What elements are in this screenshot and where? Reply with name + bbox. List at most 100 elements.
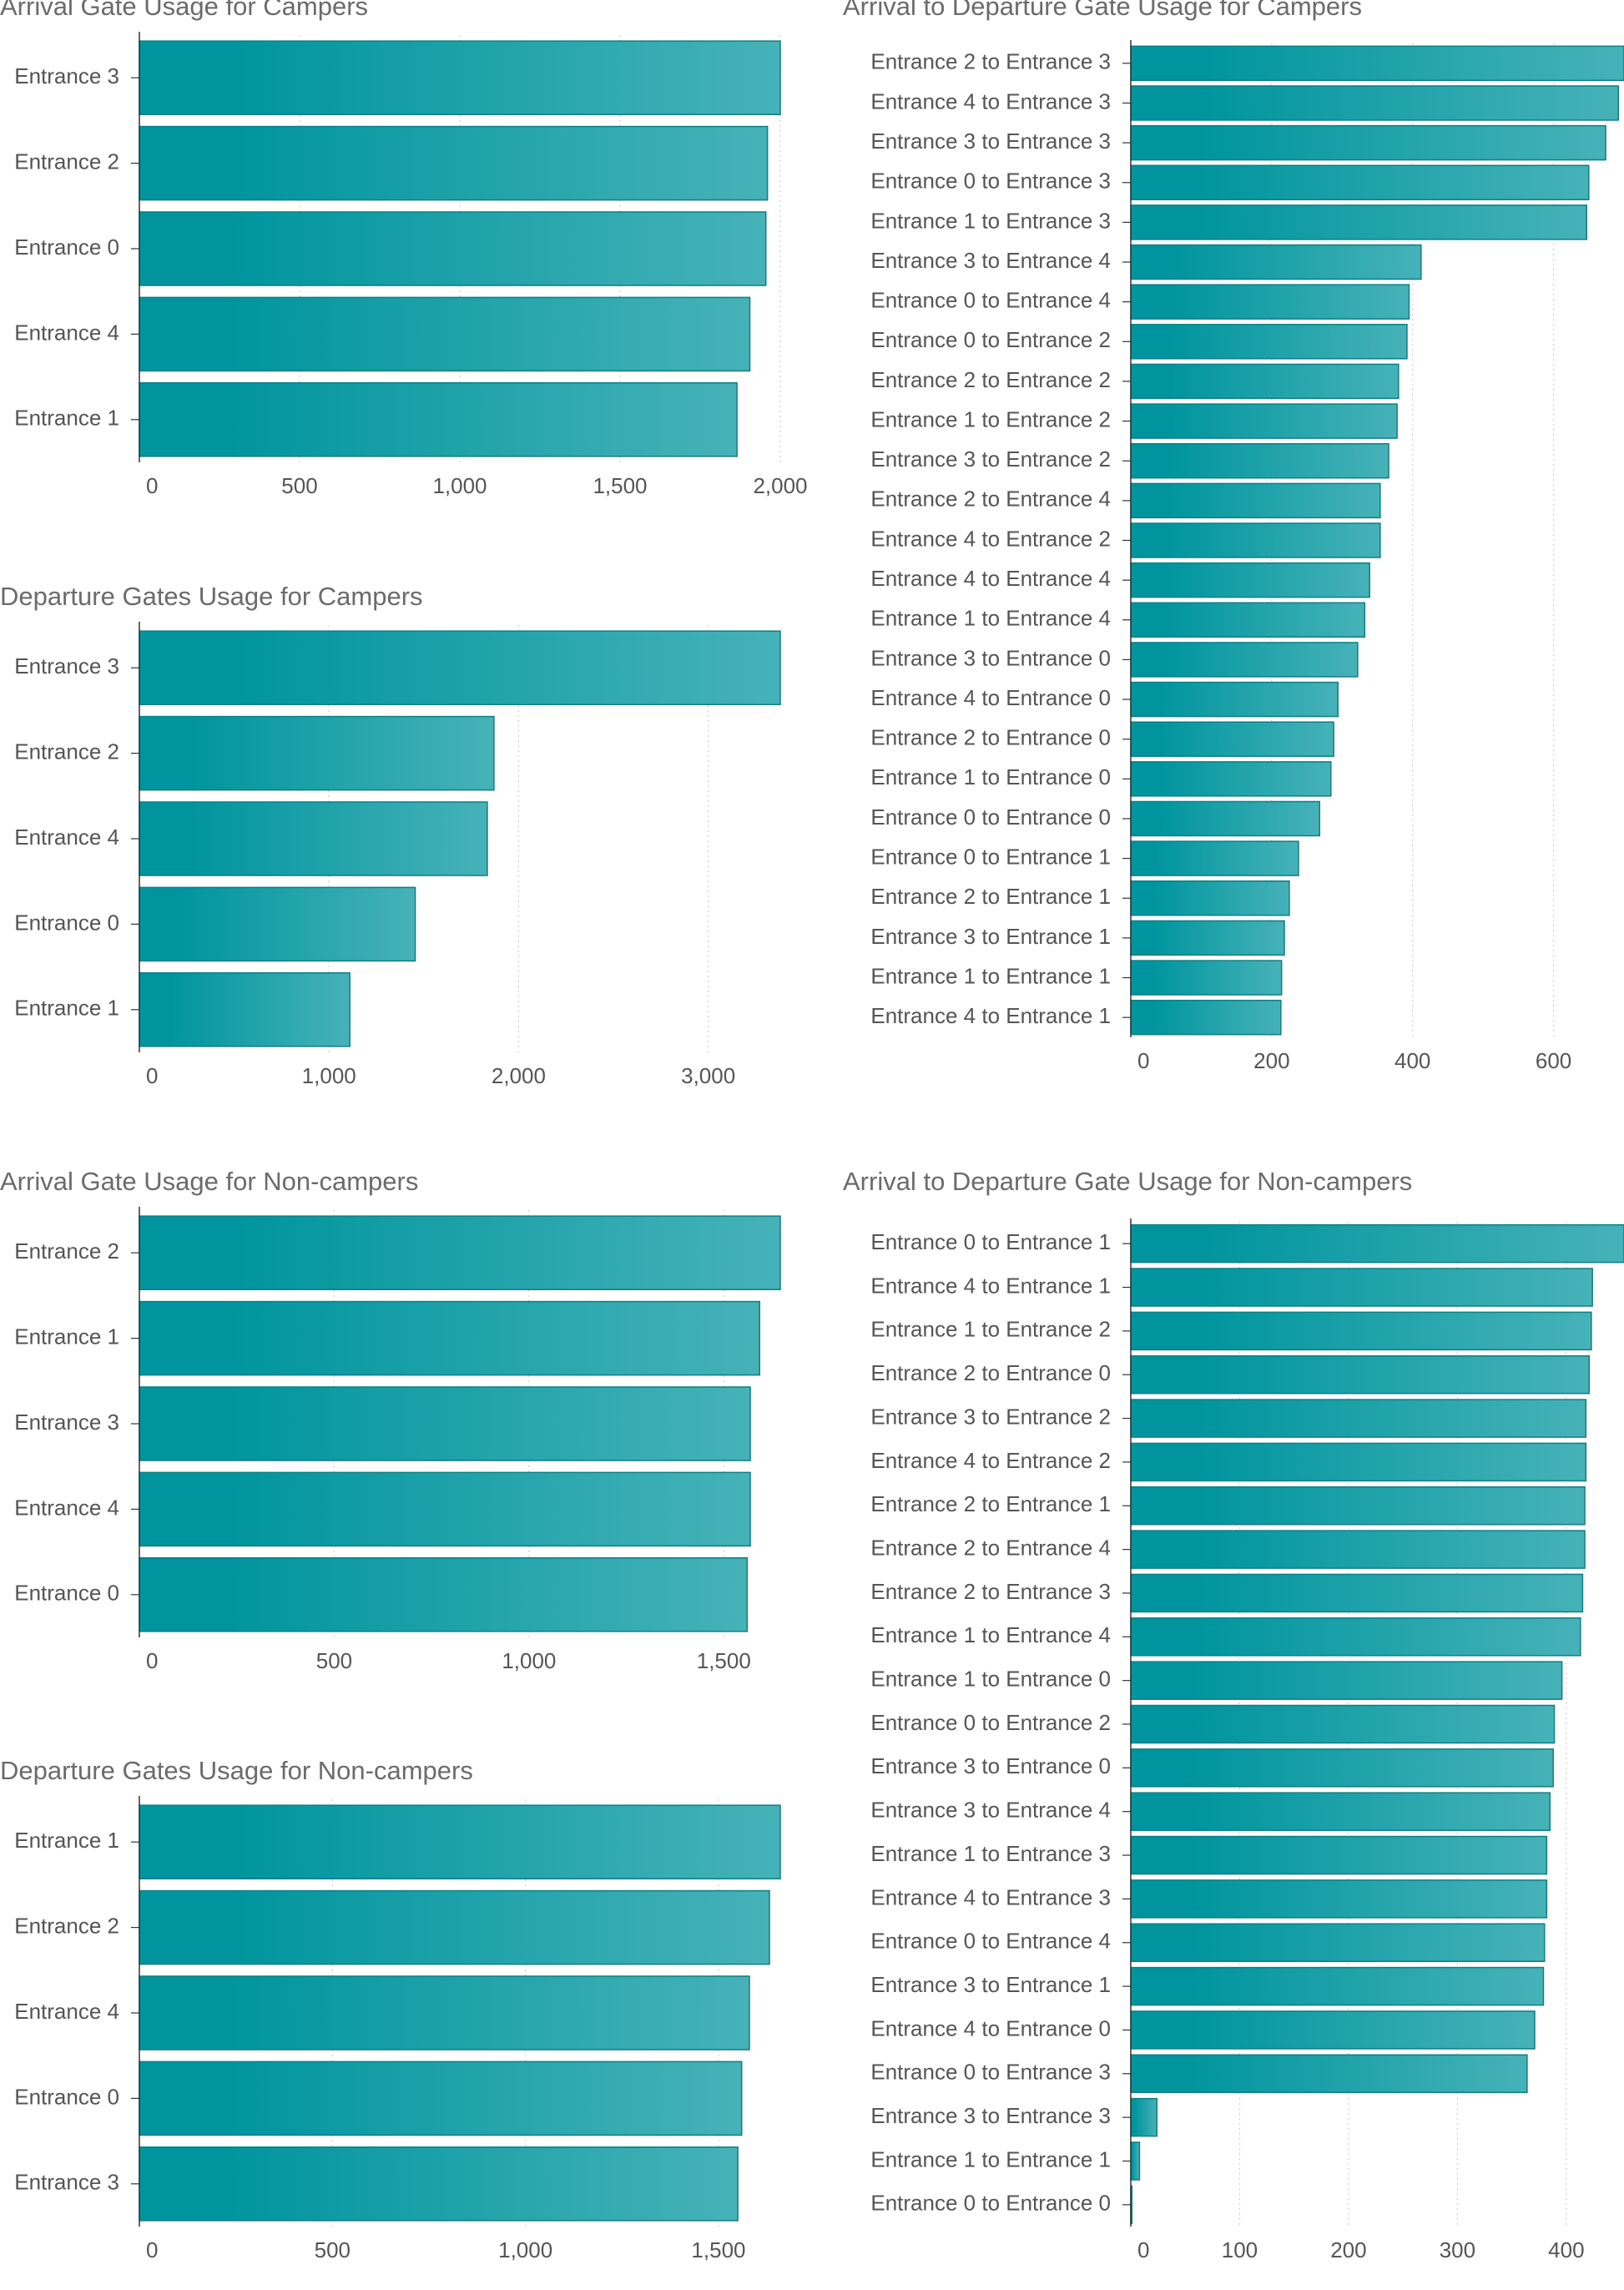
bar — [139, 2060, 743, 2136]
category-label: Entrance 1 to Entrance 4 — [870, 1622, 1111, 1647]
bar — [1130, 1661, 1563, 1700]
category-label: Entrance 3 to Entrance 2 — [870, 446, 1111, 472]
bar — [139, 715, 495, 791]
departure-campers-chart: Departure Gates Usage for Campers Entran… — [0, 582, 801, 1116]
x-tick-label: 0 — [1137, 1048, 1149, 1073]
bar — [139, 630, 781, 705]
x-tick-label: 1,000 — [502, 1648, 556, 1673]
bar — [1130, 204, 1588, 240]
category-label: Entrance 2 to Entrance 2 — [870, 367, 1111, 392]
bar — [1130, 761, 1332, 797]
category-label: Entrance 0 to Entrance 3 — [870, 169, 1111, 194]
bar — [1130, 2054, 1528, 2094]
category-label: Entrance 3 — [14, 1410, 119, 1435]
bar — [1130, 85, 1619, 121]
category-label: Entrance 4 to Entrance 2 — [870, 526, 1111, 551]
category-label: Entrance 0 to Entrance 4 — [870, 1929, 1111, 1954]
category-label: Entrance 0 to Entrance 1 — [870, 1229, 1111, 1254]
chart-title: Arrival to Departure Gate Usage for Non-… — [843, 1167, 1413, 1196]
departure-noncampers-chart: Departure Gates Usage for Non-campers En… — [0, 1756, 801, 2290]
x-tick-label: 0 — [1137, 2237, 1149, 2262]
x-tick-label: 1,000 — [302, 1063, 356, 1088]
bar — [1130, 1879, 1548, 1919]
arrival-campers-chart: Arrival Gate Usage for Campers Entrance … — [0, 0, 808, 526]
x-tick-label: 0 — [146, 1648, 158, 1673]
category-label: Entrance 0 — [14, 235, 119, 260]
bar — [139, 125, 769, 201]
category-label: Entrance 1 to Entrance 4 — [870, 606, 1111, 631]
bar — [139, 40, 781, 115]
category-label: Entrance 3 to Entrance 1 — [870, 924, 1111, 949]
category-label: Entrance 2 to Entrance 4 — [870, 487, 1111, 512]
bar — [139, 972, 351, 1047]
arrival-campers-plot: Entrance 3 Entrance 2 Entrance 0 Entrance 4… — [14, 32, 808, 498]
x-tick-label: 1,500 — [593, 473, 647, 498]
bar — [1130, 1223, 1624, 1264]
bar — [139, 801, 488, 876]
category-label: Entrance 4 — [14, 320, 119, 345]
bar — [139, 211, 767, 286]
bar — [1130, 840, 1299, 876]
x-tick-label: 400 — [1548, 2237, 1584, 2262]
category-label: Entrance 1 — [14, 996, 119, 1021]
x-tick-label: 600 — [1536, 1048, 1571, 1073]
category-label: Entrance 0 — [14, 910, 119, 935]
x-tick-label: 2,000 — [753, 473, 807, 498]
category-label: Entrance 0 to Entrance 0 — [870, 2191, 1111, 2216]
x-tick-label: 3,000 — [681, 1063, 735, 1088]
category-label: Entrance 1 to Entrance 0 — [870, 764, 1111, 789]
x-tick-label: 500 — [281, 473, 317, 498]
category-label: Entrance 0 to Entrance 1 — [870, 844, 1111, 869]
chart-title: Arrival to Departure Gate Usage for Camp… — [843, 0, 1362, 21]
bar — [139, 886, 416, 962]
category-label: Entrance 3 to Entrance 1 — [870, 1972, 1111, 1997]
category-label: Entrance 4 to Entrance 1 — [870, 1003, 1111, 1028]
bar — [1130, 124, 1606, 161]
bar — [1130, 1268, 1593, 1307]
category-label: Entrance 1 to Entrance 1 — [870, 963, 1111, 988]
bar — [1130, 1704, 1556, 1744]
bar — [1130, 999, 1282, 1036]
bar — [139, 2146, 739, 2222]
x-tick-label: 100 — [1222, 2237, 1258, 2262]
category-label: Entrance 1 to Entrance 1 — [870, 2146, 1111, 2171]
category-label: Entrance 3 to Entrance 2 — [870, 1404, 1111, 1429]
x-tick-label: 0 — [146, 2237, 158, 2262]
category-label: Entrance 1 to Entrance 0 — [870, 1667, 1111, 1692]
category-label: Entrance 3 to Entrance 3 — [870, 129, 1111, 154]
category-label: Entrance 2 to Entrance 1 — [870, 884, 1111, 909]
bar — [1130, 482, 1381, 519]
bar — [1130, 522, 1381, 558]
category-label: Entrance 0 to Entrance 4 — [870, 288, 1111, 313]
category-label: Entrance 2 to Entrance 0 — [870, 725, 1111, 750]
bar — [139, 296, 751, 372]
bar — [139, 1557, 749, 1632]
bar — [1130, 1835, 1548, 1875]
category-label: Entrance 4 to Entrance 0 — [870, 685, 1111, 710]
bar — [1130, 1792, 1551, 1831]
bar — [1130, 164, 1590, 200]
x-tick-label: 500 — [315, 2237, 351, 2262]
category-label: Entrance 2 — [14, 1238, 119, 1264]
category-label: Entrance 0 — [14, 2084, 119, 2109]
category-label: Entrance 4 — [14, 1495, 119, 1520]
category-label: Entrance 3 to Entrance 4 — [870, 248, 1111, 273]
bar — [1130, 960, 1283, 996]
chart-title: Departure Gates Usage for Campers — [0, 582, 423, 611]
bar — [1130, 2141, 1141, 2181]
bar — [1130, 1748, 1554, 1788]
bar — [1130, 681, 1339, 718]
bar — [1130, 1530, 1586, 1569]
category-label: Entrance 0 to Entrance 2 — [870, 327, 1111, 352]
bar — [1130, 800, 1321, 837]
category-label: Entrance 0 to Entrance 3 — [870, 2060, 1111, 2085]
arr-dep-noncampers-chart: Arrival to Departure Gate Usage for Non-… — [843, 1167, 1624, 2273]
category-label: Entrance 4 to Entrance 4 — [870, 566, 1111, 591]
category-label: Entrance 1 — [14, 1828, 119, 1853]
bar — [139, 1975, 750, 2050]
x-tick-label: 1,000 — [498, 2237, 552, 2262]
category-label: Entrance 1 to Entrance 2 — [870, 406, 1111, 431]
bar — [139, 1215, 781, 1290]
chart-title: Arrival Gate Usage for Non-campers — [0, 1167, 419, 1196]
x-tick-label: 1,500 — [691, 2237, 745, 2262]
